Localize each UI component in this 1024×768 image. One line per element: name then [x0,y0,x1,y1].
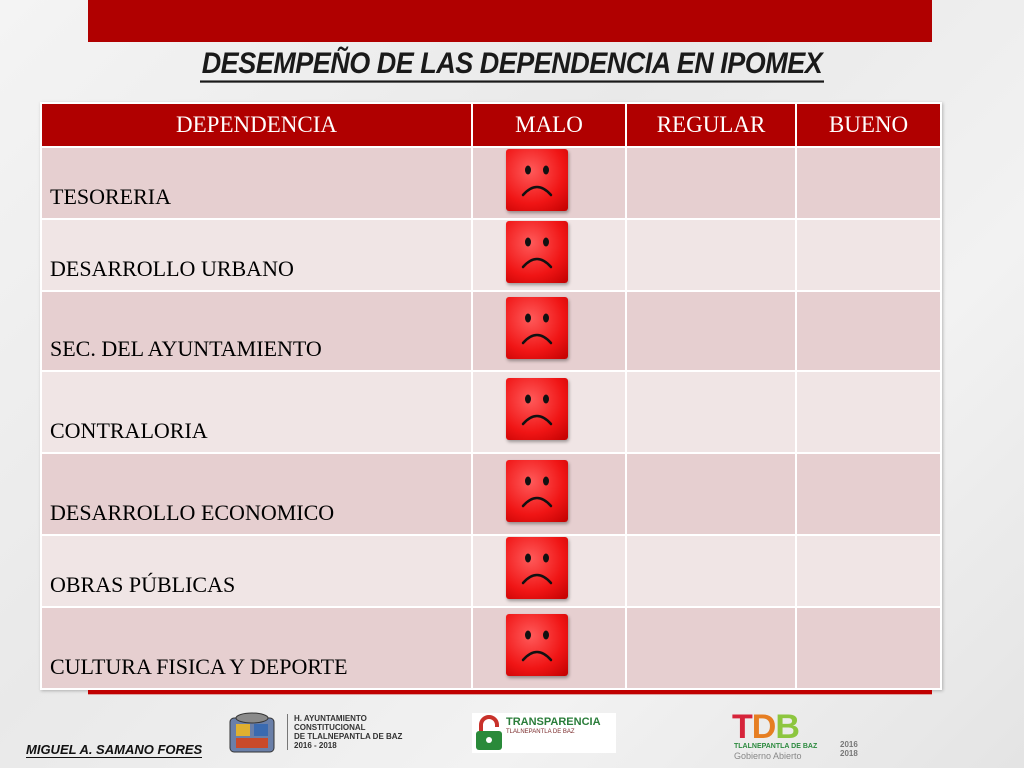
rating-cell-bueno [795,370,942,454]
dependencia-name: DESARROLLO ECONOMICO [40,452,473,536]
author-name: MIGUEL A. SAMANO FORES [26,742,203,758]
rating-cell-regular [625,452,797,536]
tdb-subtitle: TLALNEPANTLA DE BAZ [734,743,818,750]
municipal-seal-logo [226,712,278,754]
header-regular: REGULAR [625,102,797,148]
header-malo: MALO [471,102,627,148]
dependencia-name: TESORERIA [40,146,473,220]
tdb-letters: TDB [732,708,800,746]
rating-cell-malo [471,606,627,690]
header-dependencia: DEPENDENCIA [40,102,473,148]
rating-cell-malo [471,218,627,292]
sad-face-icon [506,460,568,522]
transparencia-subtitle: TLALNEPANTLA DE BAZ [506,729,575,735]
dependencia-name: CULTURA FISICA Y DEPORTE [40,606,473,690]
dependencia-name: DESARROLLO URBANO [40,218,473,292]
ayto-line-4: 2016 - 2018 [294,741,337,750]
sad-face-icon [506,378,568,440]
sad-face-icon [506,537,568,599]
sad-face-icon [506,297,568,359]
rating-cell-malo [471,146,627,220]
sad-face-icon [506,149,568,211]
performance-table: DEPENDENCIA MALO REGULAR BUENO TESORERIA… [40,102,942,690]
rating-cell-bueno [795,146,942,220]
table-row: CULTURA FISICA Y DEPORTE [40,606,942,690]
tdb-year-end: 2018 [840,749,858,758]
table-row: DESARROLLO URBANO [40,218,942,292]
top-red-bar [88,0,932,42]
sad-face-icon [506,221,568,283]
rating-cell-regular [625,534,797,608]
bottom-divider [88,690,932,695]
rating-cell-regular [625,370,797,454]
rating-cell-malo [471,370,627,454]
header-bueno: BUENO [795,102,942,148]
table-row: DESARROLLO ECONOMICO [40,452,942,536]
table-row: CONTRALORIA [40,370,942,454]
rating-cell-malo [471,452,627,536]
table-row: TESORERIA [40,146,942,220]
table-row: OBRAS PÚBLICAS [40,534,942,608]
header-row: DEPENDENCIA MALO REGULAR BUENO [40,102,942,148]
rating-cell-regular [625,606,797,690]
transparencia-title: TRANSPARENCIA [506,716,601,728]
rating-cell-regular [625,218,797,292]
dependencia-name: OBRAS PÚBLICAS [40,534,473,608]
rating-cell-malo [471,534,627,608]
rating-cell-regular [625,290,797,372]
tdb-year-start: 2016 [840,740,858,749]
rating-cell-bueno [795,606,942,690]
lock-icon [476,715,502,750]
tdb-logo: TDB TLALNEPANTLA DE BAZ Gobierno Abierto [732,708,832,761]
rating-cell-bueno [795,290,942,372]
tdb-years: 2016 2018 [840,740,858,758]
tdb-gobierno-abierto: Gobierno Abierto [734,751,802,761]
ayto-line-3: DE TLALNEPANTLA DE BAZ [294,732,403,741]
ayto-line-1: H. AYUNTAMIENTO [294,714,367,723]
page-title: DESEMPEÑO DE LAS DEPENDENCIA EN IPOMEX [0,46,1024,83]
rating-cell-bueno [795,534,942,608]
rating-cell-bueno [795,218,942,292]
ayto-line-2: CONSTITUCIONAL [294,723,366,732]
dependencia-name: SEC. DEL AYUNTAMIENTO [40,290,473,372]
sad-face-icon [506,614,568,676]
table-row: SEC. DEL AYUNTAMIENTO [40,290,942,372]
transparencia-logo: TRANSPARENCIA TLALNEPANTLA DE BAZ [472,713,616,753]
ayuntamiento-logo-text: H. AYUNTAMIENTO CONSTITUCIONAL DE TLALNE… [287,714,434,750]
dependencia-name: CONTRALORIA [40,370,473,454]
rating-cell-malo [471,290,627,372]
rating-cell-regular [625,146,797,220]
rating-cell-bueno [795,452,942,536]
